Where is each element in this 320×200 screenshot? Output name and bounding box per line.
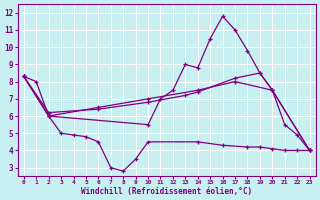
X-axis label: Windchill (Refroidissement éolien,°C): Windchill (Refroidissement éolien,°C) (81, 187, 252, 196)
